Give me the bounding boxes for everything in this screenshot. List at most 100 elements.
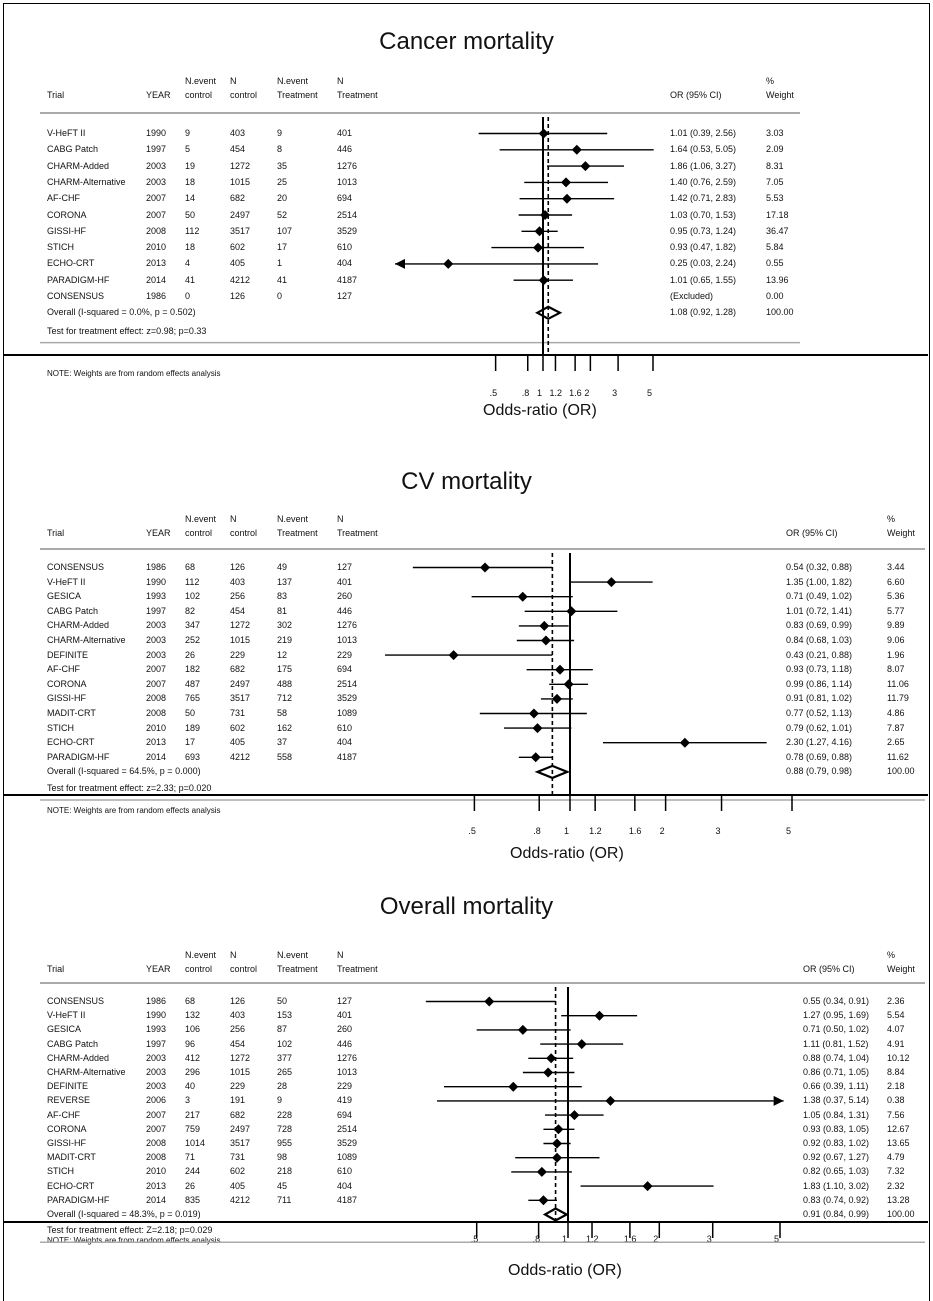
row-trial: V-HeFT II xyxy=(47,128,86,138)
point-estimate xyxy=(534,226,545,237)
row-n-treatment: 401 xyxy=(337,1010,353,1021)
row-nevent-control: 26 xyxy=(185,1180,196,1191)
row-n-control: 4212 xyxy=(230,1194,251,1205)
row-n-control: 229 xyxy=(230,1081,246,1092)
row-n-treatment: 1013 xyxy=(337,1067,358,1077)
row-year: 2007 xyxy=(146,1109,167,1120)
row-nevent-treatment: 377 xyxy=(277,1052,293,1063)
row-n-control: 2497 xyxy=(230,1123,251,1134)
row-nevent-control: 106 xyxy=(185,1024,201,1035)
row-n-control: 229 xyxy=(230,649,246,660)
row-weight: 3.03 xyxy=(766,128,784,138)
row-nevent-treatment: 17 xyxy=(277,242,288,253)
row-weight: 13.96 xyxy=(766,274,789,285)
row-weight: 5.36 xyxy=(887,591,905,602)
row-n-treatment: 1089 xyxy=(337,1152,358,1163)
row-n-control: 403 xyxy=(230,128,246,138)
row-weight: 2.36 xyxy=(887,996,905,1006)
row-trial: CHARM-Alternative xyxy=(47,176,126,187)
row-trial: CHARM-Added xyxy=(47,620,110,631)
row-n-treatment: 446 xyxy=(337,144,353,155)
point-estimate xyxy=(553,1124,564,1135)
point-estimate xyxy=(543,1067,554,1078)
row-trial: CHARM-Alternative xyxy=(47,635,126,645)
row-year: 2003 xyxy=(146,1067,167,1077)
row-or-ci: 0.93 (0.83, 1.05) xyxy=(803,1123,870,1134)
point-estimate xyxy=(536,1166,547,1177)
row-nevent-treatment: 153 xyxy=(277,1010,293,1021)
row-trial: GESICA xyxy=(47,591,82,602)
row-trial: CABG Patch xyxy=(47,1038,99,1049)
row-trial: CONSENSUS xyxy=(47,996,105,1006)
row-nevent-control: 412 xyxy=(185,1052,201,1063)
row-nevent-control: 132 xyxy=(185,1010,201,1021)
row-n-treatment: 446 xyxy=(337,605,353,616)
row-trial: ECHO-CRT xyxy=(47,258,95,269)
row-weight: 0.55 xyxy=(766,258,784,269)
row-nevent-treatment: 58 xyxy=(277,708,288,718)
row-weight: 7.87 xyxy=(887,722,905,733)
row-n-control: 405 xyxy=(230,1180,246,1191)
point-estimate xyxy=(642,1181,653,1192)
row-or-ci: 1.86 (1.06, 3.27) xyxy=(670,160,737,171)
row-weight: 9.89 xyxy=(887,620,905,631)
row-weight: 4.79 xyxy=(887,1152,905,1163)
row-year: 2007 xyxy=(146,664,167,675)
col-header-n-treatment: N Treatment xyxy=(337,76,378,100)
row-year: 2013 xyxy=(146,737,167,748)
row-n-treatment: 1276 xyxy=(337,1052,358,1063)
col-header-year: YEAR xyxy=(146,90,171,100)
row-nevent-control: 835 xyxy=(185,1194,201,1205)
row-n-treatment: 401 xyxy=(337,576,353,587)
row-or-ci: 1.01 (0.65, 1.55) xyxy=(670,274,737,285)
row-nevent-treatment: 87 xyxy=(277,1024,288,1035)
row-nevent-treatment: 8 xyxy=(277,144,283,155)
row-n-treatment: 694 xyxy=(337,193,353,204)
row-weight: 11.62 xyxy=(887,751,909,762)
row-nevent-control: 3 xyxy=(185,1095,191,1106)
row-n-treatment: 3529 xyxy=(337,693,358,704)
row-nevent-treatment: 712 xyxy=(277,693,293,704)
row-trial: STICH xyxy=(47,722,74,733)
point-estimate xyxy=(533,242,544,253)
row-nevent-treatment: 955 xyxy=(277,1138,293,1148)
point-estimate xyxy=(560,177,571,188)
panel-title: CV mortality xyxy=(401,468,532,495)
row-nevent-control: 252 xyxy=(185,635,201,645)
point-estimate xyxy=(552,1138,563,1149)
row-n-control: 454 xyxy=(230,605,246,616)
row-n-treatment: 127 xyxy=(337,562,353,572)
x-tick-label: 3 xyxy=(612,388,618,398)
row-nevent-control: 71 xyxy=(185,1152,196,1163)
row-year: 2007 xyxy=(146,1123,167,1134)
row-or-ci: 1.40 (0.76, 2.59) xyxy=(670,176,737,187)
row-nevent-control: 0 xyxy=(185,291,191,301)
row-weight: 5.77 xyxy=(887,605,905,616)
row-n-treatment: 4187 xyxy=(337,274,358,285)
row-trial: DEFINITE xyxy=(47,649,89,660)
row-trial: GISSI-HF xyxy=(47,225,87,236)
row-n-control: 1015 xyxy=(230,176,251,187)
row-n-treatment: 610 xyxy=(337,1166,353,1177)
row-n-treatment: 2514 xyxy=(337,678,358,689)
point-estimate xyxy=(566,606,577,617)
row-or-ci: (Excluded) xyxy=(670,291,714,301)
row-weight: 10.12 xyxy=(887,1052,910,1063)
row-year: 2014 xyxy=(146,274,167,285)
col-header-or: OR (95% CI) xyxy=(803,964,855,974)
panel-title: Overall mortality xyxy=(379,893,554,920)
overall-weight: 100.00 xyxy=(887,1209,915,1219)
x-tick-label: 1 xyxy=(562,1234,568,1244)
row-trial: ECHO-CRT xyxy=(47,1180,95,1191)
row-n-control: 126 xyxy=(230,562,246,572)
row-n-treatment: 610 xyxy=(337,242,353,253)
point-estimate xyxy=(517,1024,528,1035)
row-trial: REVERSE xyxy=(47,1095,91,1106)
row-n-treatment: 1013 xyxy=(337,635,358,645)
row-or-ci: 1.42 (0.71, 2.83) xyxy=(670,193,737,204)
row-n-treatment: 404 xyxy=(337,1180,353,1191)
x-tick-label: .5 xyxy=(468,826,476,836)
overall-weight: 100.00 xyxy=(766,307,794,318)
x-tick-label: .8 xyxy=(532,1234,541,1244)
row-nevent-control: 50 xyxy=(185,209,196,220)
